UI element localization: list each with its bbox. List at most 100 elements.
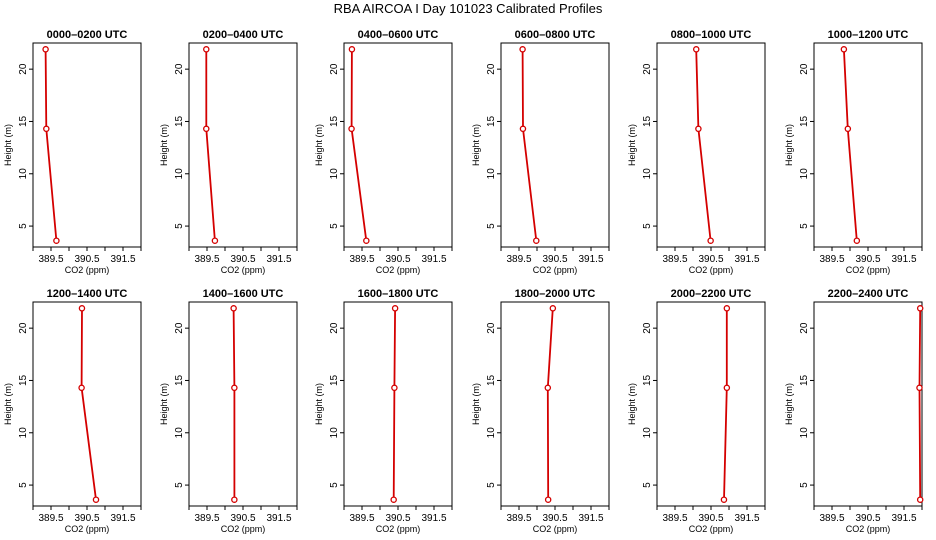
y-tick-label: 5 — [18, 223, 29, 229]
plot-frame — [500, 301, 610, 507]
y-tick-label: 15 — [486, 374, 497, 386]
data-point — [231, 496, 238, 503]
plot-frame — [343, 42, 453, 248]
plot-frame — [32, 42, 142, 248]
data-point — [692, 46, 700, 53]
x-tick-label: 389.5 — [506, 254, 531, 265]
x-tick-label: 390.5 — [698, 254, 723, 265]
data-point — [363, 237, 370, 244]
x-tick-label: 389.5 — [194, 254, 219, 265]
x-tick-label: 391.5 — [734, 254, 759, 265]
x-tick-label: 389.5 — [819, 254, 844, 265]
profile-line — [232, 308, 236, 500]
profile-line — [695, 49, 712, 241]
y-axis-label: Height (m) — [784, 124, 794, 166]
x-tick-label: 390.5 — [542, 513, 567, 524]
x-tick-label: 391.5 — [421, 254, 446, 265]
y-tick-label: 20 — [486, 322, 497, 334]
panel-3: 0400–0600 UTC 389.5 390.5 391.5 5 10 15 20 CO2 (… — [314, 29, 453, 275]
data-point — [519, 125, 527, 133]
y-tick-label: 20 — [642, 322, 653, 334]
y-tick-label: 10 — [174, 168, 185, 180]
panel-title: 2200–2400 UTC — [828, 288, 909, 300]
x-tick-label: 389.5 — [194, 513, 219, 524]
y-tick-label: 20 — [174, 63, 185, 75]
y-axis-label: Height (m) — [784, 383, 794, 425]
x-tick-label: 391.5 — [891, 254, 916, 265]
panel-title: 0800–1000 UTC — [671, 29, 752, 41]
panel-title: 1000–1200 UTC — [828, 29, 909, 41]
y-tick-label: 20 — [486, 63, 497, 75]
data-point — [916, 384, 923, 392]
plot-frame — [32, 301, 142, 507]
data-point — [723, 305, 731, 312]
y-axis-label: Height (m) — [627, 383, 637, 425]
y-tick-label: 20 — [329, 322, 340, 334]
data-point — [549, 305, 557, 312]
plot-frame — [343, 301, 453, 507]
plot-frame — [188, 42, 298, 248]
profile-line — [205, 49, 216, 241]
data-point — [230, 305, 237, 312]
data-point — [519, 46, 526, 53]
panel-title: 0000–0200 UTC — [47, 29, 128, 41]
plot-frame — [500, 42, 610, 248]
y-axis-label: Height (m) — [159, 383, 169, 425]
plot-frame — [656, 42, 766, 248]
x-axis-label: CO2 (ppm) — [846, 265, 891, 275]
plot-frame — [813, 42, 923, 248]
y-axis-label: Height (m) — [314, 124, 324, 166]
x-axis-label: CO2 (ppm) — [221, 265, 266, 275]
data-point — [707, 237, 714, 244]
data-point — [42, 46, 49, 53]
panel-8: 1400–1600 UTC 389.5 390.5 391.5 5 10 15 20 CO2 (… — [159, 288, 298, 534]
y-tick-label: 20 — [18, 63, 29, 75]
x-axis-label: CO2 (ppm) — [689, 524, 734, 534]
panel-2: 0200–0400 UTC 389.5 390.5 391.5 5 10 15 20 CO2 (… — [159, 29, 298, 275]
panel-grid: 0000–0200 UTC 389.5 390.5 391.5 5 10 15 20 CO2 (… — [3, 29, 924, 534]
x-tick-label: 391.5 — [734, 513, 759, 524]
y-tick-label: 15 — [799, 374, 810, 386]
profile-line — [723, 308, 728, 500]
data-point — [348, 125, 355, 133]
data-point — [391, 384, 398, 392]
y-tick-label: 5 — [799, 482, 810, 488]
data-point — [53, 237, 60, 244]
y-tick-label: 10 — [18, 168, 29, 180]
x-tick-label: 389.5 — [349, 513, 374, 524]
x-tick-label: 391.5 — [110, 513, 135, 524]
data-point — [844, 125, 852, 133]
y-tick-label: 5 — [174, 482, 185, 488]
x-tick-label: 389.5 — [349, 254, 374, 265]
y-tick-label: 10 — [174, 427, 185, 439]
y-tick-label: 5 — [18, 482, 29, 488]
x-axis-label: CO2 (ppm) — [689, 265, 734, 275]
data-point — [43, 125, 50, 133]
data-point — [348, 46, 356, 53]
y-tick-label: 10 — [18, 427, 29, 439]
data-point — [92, 496, 100, 503]
y-axis-label: Height (m) — [159, 124, 169, 166]
x-axis-label: CO2 (ppm) — [533, 265, 578, 275]
panel-6: 1000–1200 UTC 389.5 390.5 391.5 5 10 15 20 CO2 (… — [784, 29, 923, 275]
data-point — [78, 305, 86, 312]
x-tick-label: 390.5 — [698, 513, 723, 524]
x-tick-label: 389.5 — [819, 513, 844, 524]
x-axis-label: CO2 (ppm) — [65, 524, 110, 534]
y-axis-label: Height (m) — [471, 124, 481, 166]
data-point — [231, 384, 238, 392]
y-axis-label: Height (m) — [3, 124, 13, 166]
figure-title: RBA AIRCOA I Day 101023 Calibrated Profi… — [334, 1, 603, 16]
y-tick-label: 15 — [18, 374, 29, 386]
data-point — [203, 125, 210, 133]
x-tick-label: 391.5 — [421, 513, 446, 524]
y-tick-label: 10 — [642, 427, 653, 439]
data-point — [78, 384, 85, 392]
x-tick-label: 389.5 — [38, 254, 63, 265]
x-tick-label: 390.5 — [855, 254, 880, 265]
x-axis-label: CO2 (ppm) — [376, 524, 421, 534]
data-point — [533, 237, 540, 244]
y-tick-label: 5 — [329, 223, 340, 229]
y-tick-label: 5 — [329, 482, 340, 488]
y-axis-label: Height (m) — [3, 383, 13, 425]
